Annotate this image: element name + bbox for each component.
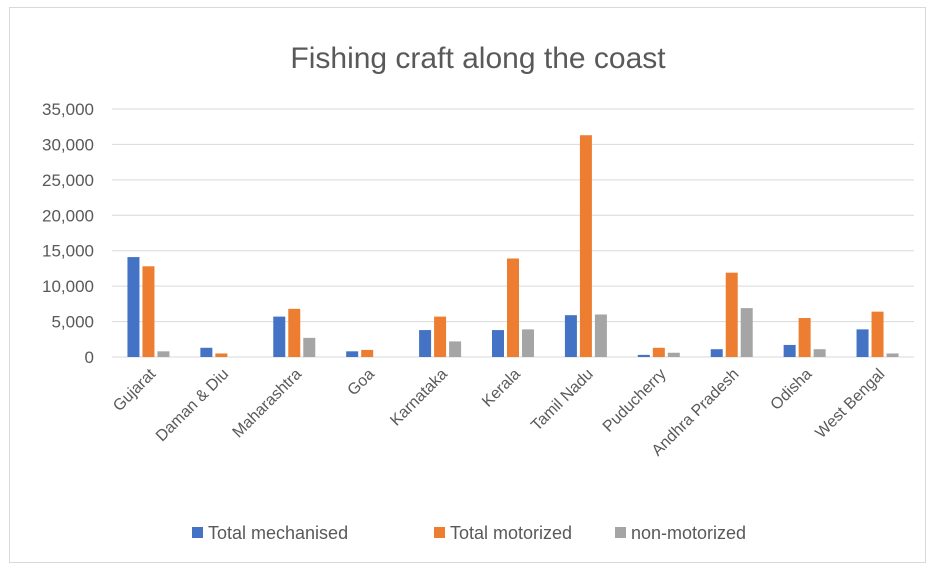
bar: [798, 318, 811, 357]
y-tick-label: 20,000: [42, 206, 94, 225]
bar: [127, 257, 140, 357]
bar: [449, 341, 462, 357]
bar: [886, 353, 899, 357]
x-tick-label: Tamil Nadu: [528, 366, 597, 435]
bar: [215, 353, 228, 357]
x-tick-label: Goa: [345, 366, 378, 399]
y-tick-label: 30,000: [42, 135, 94, 154]
bar: [856, 329, 869, 357]
x-tick-label: Daman & Diu: [153, 366, 232, 445]
legend-item: non-motorized: [615, 523, 746, 543]
y-tick-label: 0: [85, 348, 94, 367]
bar: [740, 308, 753, 357]
bar: [273, 316, 286, 357]
bar: [667, 352, 680, 357]
bars: [127, 135, 899, 357]
bar: [564, 315, 577, 357]
bar: [288, 308, 301, 357]
bar: [434, 316, 447, 357]
bar: [783, 344, 796, 357]
bar: [361, 349, 374, 357]
bar: [419, 330, 432, 357]
bar: [871, 311, 884, 357]
y-tick-label: 25,000: [42, 171, 94, 190]
y-tick-label: 10,000: [42, 277, 94, 296]
x-tick-label: Kerala: [479, 366, 524, 411]
legend-swatch: [192, 527, 203, 538]
bar: [303, 337, 316, 357]
y-axis-ticks: 0 5,000 10,000 15,000 20,000 25,000 30,000 35,0…: [42, 100, 94, 367]
bar: [507, 258, 519, 357]
chart-title: Fishing craft along the coast: [290, 42, 666, 75]
chart-area: [9, 7, 926, 563]
bar: [142, 266, 155, 357]
bar: [637, 354, 650, 357]
legend-label: non-motorized: [631, 523, 746, 543]
legend-swatch: [615, 527, 626, 538]
bar: [579, 135, 592, 357]
legend-swatch: [434, 527, 445, 538]
x-tick-label: West Bengal: [812, 366, 888, 442]
bar: [157, 351, 170, 357]
legend-label: Total mechanised: [208, 523, 348, 543]
bar: [346, 351, 359, 357]
bar: [522, 329, 534, 357]
bar: [710, 349, 723, 357]
gridlines: [112, 108, 914, 358]
x-tick-label: Puducherry: [600, 366, 670, 436]
legend: Total mechanised Total motorized non-motor…: [192, 523, 746, 543]
x-tick-label: Maharashtra: [230, 366, 306, 442]
legend-item: Total mechanised: [192, 523, 348, 543]
y-tick-label: 15,000: [42, 242, 94, 261]
x-tick-label: Karnataka: [387, 366, 451, 430]
bar: [200, 347, 213, 357]
bar: [652, 347, 665, 357]
y-tick-label: 5,000: [51, 313, 94, 332]
legend-item: Total motorized: [434, 523, 572, 543]
x-tick-label: Odisha: [768, 366, 816, 414]
y-tick-label: 35,000: [42, 100, 94, 119]
x-tick-label: Gujarat: [110, 365, 160, 415]
bar: [725, 272, 738, 357]
bar: [492, 330, 504, 357]
bar: [594, 314, 607, 357]
legend-label: Total motorized: [450, 523, 572, 543]
bar: [813, 349, 826, 357]
